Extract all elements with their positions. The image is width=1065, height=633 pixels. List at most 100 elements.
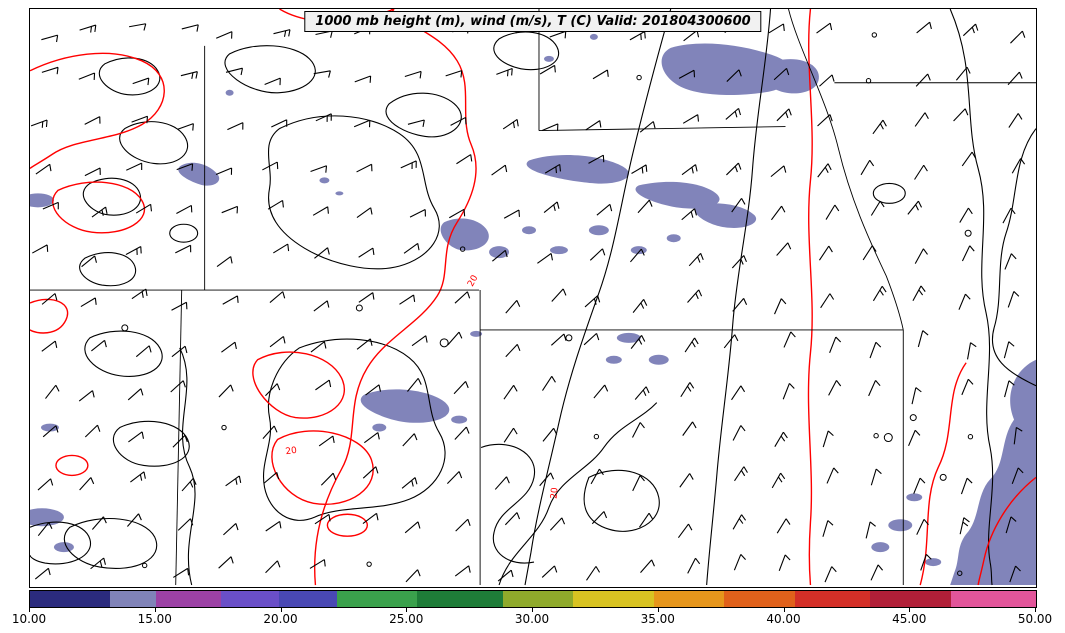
plot-title: 1000 mb height (m), wind (m/s), T (C) Va… [304, 11, 762, 32]
wind-barb-icon [356, 163, 373, 173]
wind-barb-icon [315, 30, 333, 38]
wind-barb-icon [455, 518, 471, 532]
height-contour [493, 31, 560, 71]
calm-wind-icon [967, 434, 974, 440]
wind-barb-icon [959, 207, 973, 223]
temperature-contour-label: 20 [466, 273, 480, 288]
wind-barb-icon [682, 421, 697, 436]
wind-barb-icon [629, 31, 646, 41]
wind-barb-icon [35, 163, 52, 175]
wind-barb-icon [681, 164, 698, 176]
shaded-region-dot [30, 193, 54, 208]
wind-barb-icon [315, 379, 332, 391]
wind-barb-icon [829, 336, 842, 354]
shaded-region-dot [871, 542, 890, 553]
wind-barb-icon [504, 512, 521, 526]
wind-barb-icon [131, 115, 149, 124]
wind-barb-icon [447, 331, 463, 346]
wind-barb-icon [502, 118, 519, 130]
colorbar [29, 590, 1037, 608]
wind-barb-icon [825, 204, 840, 220]
wind-barb-icon [961, 245, 975, 262]
wind-barb-icon [639, 121, 656, 133]
wind-barb-icon [960, 477, 973, 495]
state-border [788, 9, 904, 330]
colorbar-tick-label: 15.00 [137, 612, 172, 626]
wind-barb-icon [37, 478, 54, 491]
wind-barb-icon [955, 66, 971, 81]
wind-barb-icon [227, 122, 244, 131]
wind-barb-icon [271, 119, 288, 128]
colorbar-tick-label: 35.00 [640, 612, 675, 626]
colorbar-tick-label: 40.00 [766, 612, 801, 626]
wind-barb-icon [407, 119, 425, 127]
wind-barb-icon [734, 466, 748, 482]
wind-barb-icon [262, 161, 279, 171]
wind-barb-icon [682, 114, 700, 124]
height-contour [224, 45, 316, 94]
wind-barb-icon [409, 209, 426, 218]
shaded-region [635, 181, 720, 209]
wind-barb-icon [1002, 207, 1016, 224]
wind-barb-icon [79, 477, 95, 491]
shaded-region-dot [925, 558, 942, 567]
colorbar-segment [278, 591, 337, 607]
colorbar-tick-label: 50.00 [1017, 612, 1053, 626]
wind-barb-icon [132, 77, 150, 86]
shaded-region [694, 203, 757, 228]
wind-barb-icon [583, 332, 600, 346]
wind-barb-icon [541, 565, 558, 578]
wind-barb-icon [402, 433, 418, 447]
colorbar-tick-mark [29, 608, 30, 612]
wind-barb-icon [358, 247, 375, 258]
wind-barb-icon [914, 112, 929, 127]
wind-barb-icon [865, 521, 876, 539]
wind-barb-icon [1009, 565, 1021, 583]
wind-barb-icon [503, 209, 520, 219]
wind-barb-icon [80, 297, 97, 308]
wind-barb-icon [30, 119, 48, 128]
colorbar-segment [653, 591, 725, 607]
wind-barb-icon [631, 164, 648, 175]
small-contour-circle [883, 433, 893, 443]
wind-barb-icon [822, 520, 834, 537]
wind-barb-icon [41, 340, 58, 352]
shaded-region-dot [648, 354, 669, 365]
colorbar-segment [417, 591, 503, 607]
small-contour-circle [909, 414, 917, 422]
wind-barb-icon [314, 247, 330, 259]
wind-barb-icon [365, 384, 382, 396]
height-contour [119, 121, 189, 165]
colorbar-tick-label: 20.00 [263, 612, 298, 626]
wind-barb-icon [491, 164, 508, 176]
wind-barb-icon [172, 434, 188, 448]
wind-barb-icon [824, 566, 837, 583]
wind-barb-icon [135, 345, 152, 358]
wind-barb-icon [126, 162, 143, 171]
wind-barb-icon [593, 384, 609, 399]
wind-barb-icon [1011, 467, 1024, 484]
wind-barb-icon [492, 249, 508, 262]
wind-barb-icon [915, 73, 931, 87]
wind-barb-icon [872, 119, 887, 135]
wind-barb-icon [221, 341, 237, 353]
calm-wind-icon [873, 433, 879, 439]
wind-barb-icon [269, 291, 286, 304]
wind-barb-icon [916, 21, 932, 34]
shaded-region [526, 155, 629, 184]
wind-barb-icon [497, 569, 514, 582]
wind-barb-icon [313, 300, 330, 312]
wind-barb-icon [820, 293, 835, 309]
wind-barb-icon [776, 108, 792, 122]
wind-barb-icon [1003, 341, 1015, 359]
state-border [175, 290, 183, 586]
contour-labels-layer: 20 20 20 [285, 273, 561, 499]
colorbar-segment [573, 591, 654, 607]
wind-barb-icon [128, 431, 145, 443]
calm-wind-icon [865, 78, 872, 84]
wind-barb-icon [916, 518, 929, 535]
wind-barb-icon [84, 167, 101, 177]
shaded-regions-layer [30, 33, 1036, 586]
wind-barb-icon [505, 300, 521, 314]
wind-barb-icon [1010, 30, 1026, 44]
